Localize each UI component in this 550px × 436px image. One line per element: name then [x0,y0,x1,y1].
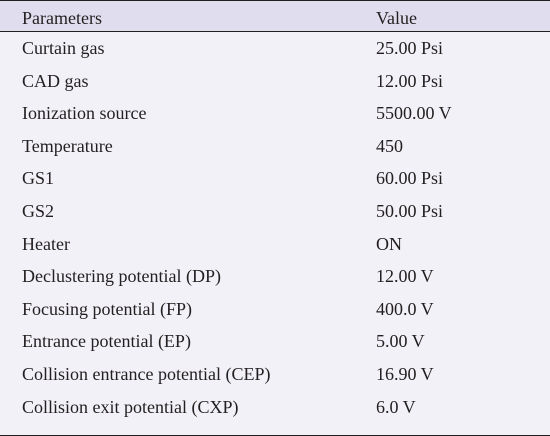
row-value: 400.0 V [376,298,434,319]
table-row: Declustering potential (DP) 12.00 V [0,260,550,293]
row-value: ON [376,233,402,254]
row-parameter: Collision exit potential (CXP) [22,396,239,417]
row-parameter: GS2 [22,200,55,221]
table-row: CAD gas 12.00 Psi [0,65,550,98]
row-parameter: Focusing potential (FP) [22,298,192,319]
header-value: Value [376,8,417,28]
row-parameter: Curtain gas [22,38,105,58]
row-value: 450 [376,135,403,156]
table-row: Collision entrance potential (CEP) 16.90… [0,358,550,391]
row-value: 5.00 V [376,331,425,352]
table-row: GS2 50.00 Psi [0,195,550,228]
row-parameter: CAD gas [22,70,89,91]
row-value: 5500.00 V [376,103,452,124]
row-value: 12.00 Psi [376,70,444,91]
row-value: 16.90 V [376,363,434,384]
table-header: Parameters Value [0,0,550,32]
row-value: 25.00 Psi [376,38,444,58]
row-value: 50.00 Psi [376,200,444,221]
row-parameter: Ionization source [22,103,147,124]
table-row: Focusing potential (FP) 400.0 V [0,293,550,326]
table-row: GS1 60.00 Psi [0,162,550,195]
row-parameter: Declustering potential (DP) [22,266,221,287]
row-value: 12.00 V [376,266,434,287]
table-row: Heater ON [0,228,550,261]
row-parameter: Temperature [22,135,113,156]
table-row: Entrance potential (EP) 5.00 V [0,325,550,358]
table-row: Ionization source 5500.00 V [0,97,550,130]
row-parameter: Collision entrance potential (CEP) [22,363,271,384]
table-body: Curtain gas 25.00 Psi CAD gas 12.00 Psi … [0,32,550,423]
header-parameters: Parameters [22,8,102,28]
row-parameter: GS1 [22,168,55,189]
row-value: 60.00 Psi [376,168,444,189]
table-row: Collision exit potential (CXP) 6.0 V [0,391,550,424]
table-row: Curtain gas 25.00 Psi [0,32,550,65]
row-value: 6.0 V [376,396,416,417]
row-parameter: Heater [22,233,70,254]
row-parameter: Entrance potential (EP) [22,331,191,352]
table-row: Temperature 450 [0,130,550,163]
